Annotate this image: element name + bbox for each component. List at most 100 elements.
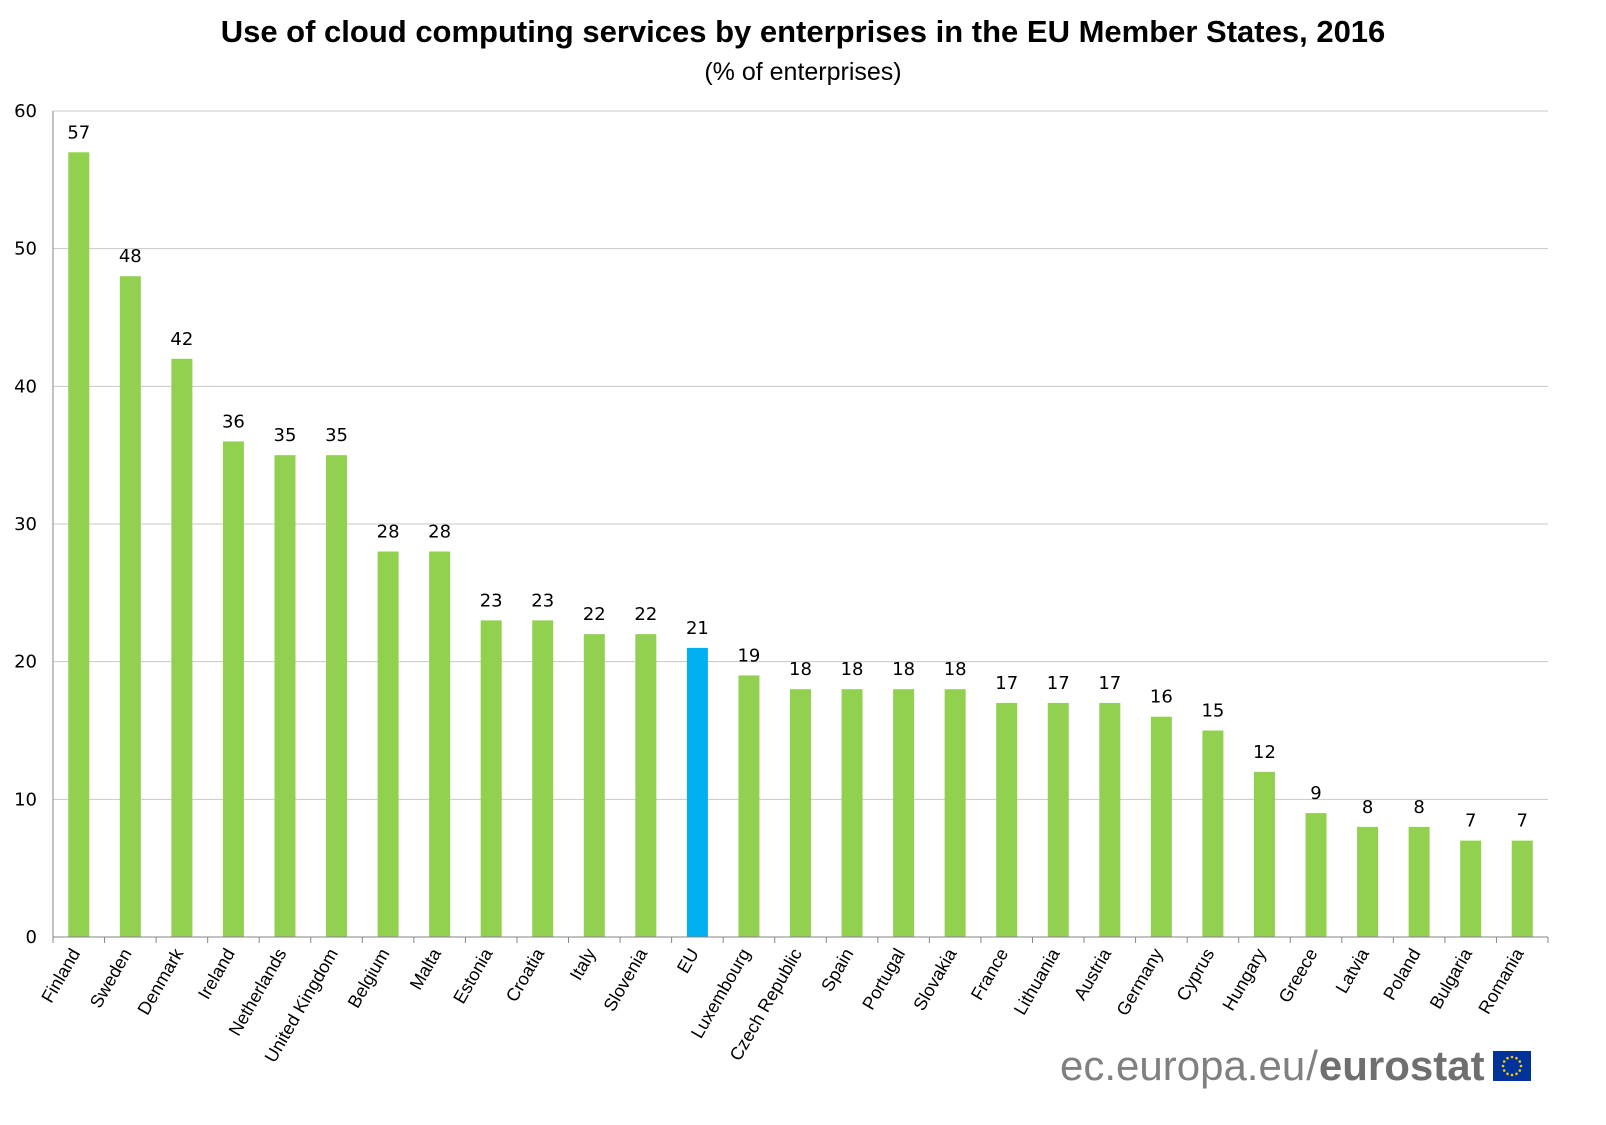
- bar-value-label: 17: [995, 673, 1018, 694]
- bar: [532, 620, 554, 937]
- bar: [686, 647, 708, 937]
- bar-value-label: 18: [944, 659, 967, 680]
- bar: [583, 634, 605, 937]
- y-tick-label: 30: [14, 514, 37, 535]
- category-label: Germany: [1112, 945, 1166, 1019]
- bar: [944, 689, 966, 937]
- category-label: Portugal: [858, 945, 909, 1013]
- eu-star: [1505, 1072, 1509, 1076]
- bar: [429, 551, 451, 937]
- category-label: Denmark: [134, 944, 188, 1018]
- chart-subtitle: (% of enterprises): [704, 58, 902, 86]
- branding-separator: /: [1306, 1042, 1318, 1089]
- category-label: Slovakia: [909, 944, 961, 1014]
- category-label: Cyprus: [1173, 945, 1219, 1004]
- bar-value-label: 17: [1098, 673, 1121, 694]
- bar-value-label: 42: [170, 329, 193, 350]
- category-label: Italy: [566, 945, 600, 984]
- bar: [1511, 840, 1533, 937]
- bar: [119, 276, 141, 937]
- bar: [1357, 826, 1379, 937]
- bar-value-label: 23: [531, 590, 554, 611]
- bar: [1150, 716, 1172, 937]
- bar-value-label: 28: [377, 522, 400, 543]
- bar-value-label: 48: [119, 246, 142, 267]
- bar-value-label: 57: [67, 122, 90, 143]
- bar: [222, 441, 244, 937]
- bar: [1202, 730, 1224, 937]
- y-tick-label: 20: [14, 652, 37, 673]
- bar-value-label: 21: [686, 618, 709, 639]
- bar: [326, 455, 348, 937]
- bars: [68, 152, 1533, 938]
- category-label: Bulgaria: [1426, 944, 1477, 1012]
- eu-star: [1510, 1073, 1513, 1077]
- bar: [171, 358, 193, 937]
- y-tick-label: 40: [14, 376, 37, 397]
- eu-star: [1510, 1055, 1513, 1059]
- bar-value-label: 18: [892, 659, 915, 680]
- y-axis-ticks: 0 10 20 30 40 50 60: [14, 101, 37, 948]
- eu-star: [1514, 1072, 1518, 1076]
- bar: [480, 620, 502, 937]
- bar-value-label: 17: [1047, 673, 1070, 694]
- eu-star: [1502, 1060, 1506, 1063]
- category-label: Ireland: [194, 945, 239, 1003]
- bar-value-label: 8: [1362, 797, 1373, 818]
- y-tick-label: 50: [14, 239, 37, 260]
- data-labels: 57 48 42 36 35 35 28 28 23 23 22 22 21 19 18 18 18 18 17 17…: [67, 122, 1528, 831]
- category-label: Latvia: [1332, 944, 1374, 996]
- bar: [1047, 702, 1069, 937]
- category-label: Estonia: [449, 944, 497, 1007]
- bar: [1408, 826, 1430, 937]
- bar: [1305, 813, 1327, 937]
- bar-value-label: 22: [634, 604, 657, 625]
- bar-value-label: 35: [274, 425, 297, 446]
- eu-flag-icon: [1492, 1051, 1531, 1081]
- category-label: Lithuania: [1010, 944, 1064, 1018]
- category-label: Belgium: [344, 945, 394, 1011]
- bar: [738, 675, 760, 937]
- category-label: Malta: [406, 944, 446, 993]
- bar-value-label: 28: [428, 522, 451, 543]
- bar-value-label: 18: [841, 659, 864, 680]
- chart-title: Use of cloud computing services by enter…: [220, 14, 1386, 49]
- eu-star: [1514, 1056, 1518, 1060]
- bar-value-label: 16: [1150, 687, 1173, 708]
- category-label: Greece: [1275, 945, 1322, 1006]
- y-tick-label: 0: [26, 927, 37, 948]
- bar: [635, 634, 657, 937]
- bar-value-label: 22: [583, 604, 606, 625]
- category-label: Hungary: [1219, 945, 1270, 1014]
- bar-value-label: 23: [480, 590, 503, 611]
- bar-value-label: 7: [1465, 811, 1476, 832]
- bar: [1460, 840, 1482, 937]
- category-label: EU: [673, 945, 703, 977]
- bar-value-label: 35: [325, 425, 348, 446]
- x-axis: [52, 111, 1549, 943]
- bar-value-label: 7: [1516, 811, 1527, 832]
- bar-value-label: 9: [1310, 783, 1321, 804]
- category-label: Spain: [817, 945, 857, 995]
- bar: [841, 689, 863, 937]
- eu-star: [1501, 1064, 1504, 1068]
- bar: [274, 455, 296, 937]
- eu-star: [1518, 1060, 1521, 1063]
- y-tick-label: 10: [14, 789, 37, 810]
- bar-value-label: 15: [1201, 701, 1224, 722]
- eu-star: [1502, 1069, 1506, 1072]
- bar: [377, 551, 399, 937]
- bar-value-label: 18: [789, 659, 812, 680]
- eu-star: [1518, 1069, 1521, 1072]
- bar: [996, 702, 1018, 937]
- category-label: Poland: [1379, 945, 1424, 1004]
- category-label: Slovenia: [599, 944, 651, 1015]
- bar: [1253, 771, 1275, 937]
- category-label: Austria: [1070, 944, 1116, 1003]
- bar: [1099, 702, 1121, 937]
- bar-value-label: 8: [1413, 797, 1424, 818]
- bar-value-label: 36: [222, 411, 245, 432]
- y-tick-label: 60: [14, 101, 37, 122]
- category-label: Croatia: [502, 944, 549, 1005]
